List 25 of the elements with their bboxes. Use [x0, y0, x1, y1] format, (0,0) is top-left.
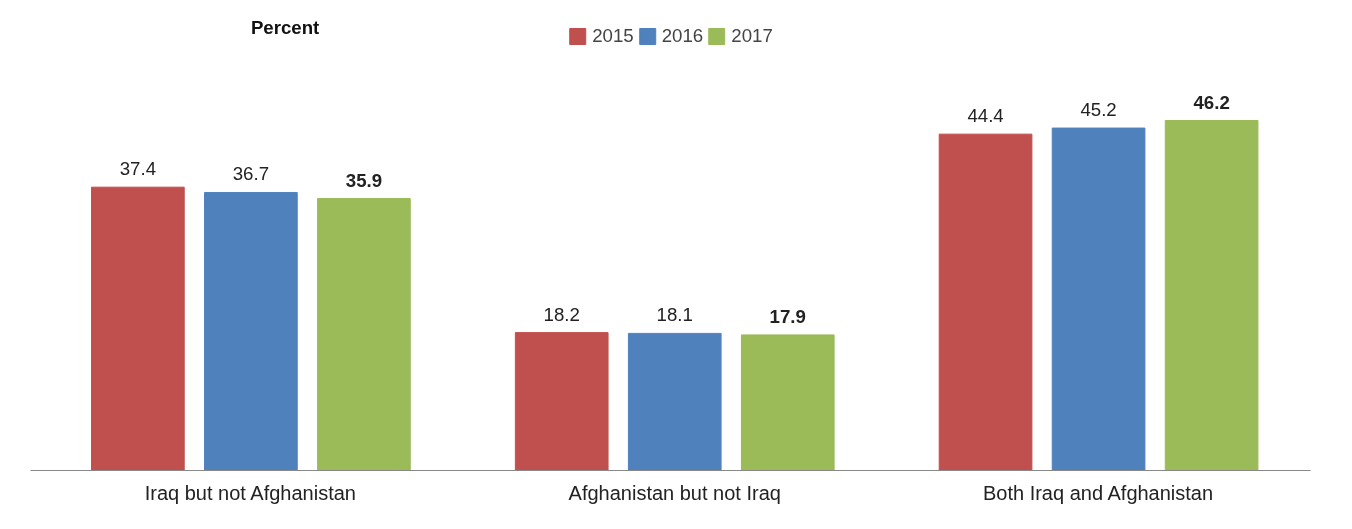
data-label: 36.7: [232, 163, 270, 185]
x-tick-label: Both Iraq and Afghanistan: [982, 481, 1214, 504]
data-label: 44.4: [967, 105, 1004, 127]
bar: [1051, 127, 1146, 471]
data-label: 35.9: [345, 169, 383, 191]
data-label: 18.1: [656, 304, 693, 326]
bar: [740, 334, 835, 471]
data-label: 37.4: [119, 158, 157, 180]
bar: [938, 133, 1033, 471]
legend-label: 2017: [731, 25, 773, 47]
data-label: 45.2: [1080, 99, 1117, 121]
text: Percent: [250, 16, 320, 38]
data-label: 46.2: [1193, 91, 1230, 113]
bar: [627, 332, 722, 471]
legend-label: 2015: [592, 25, 634, 47]
legend-label: 2016: [661, 25, 704, 47]
data-label: 17.9: [769, 305, 806, 327]
bar: [317, 198, 411, 471]
data-label: 18.2: [543, 303, 580, 325]
bar: [514, 332, 609, 471]
bar: [1164, 120, 1259, 471]
x-tick-label: Afghanistan but not Iraq: [568, 481, 781, 504]
x-tick-label: Iraq but not Afghanistan: [144, 481, 356, 504]
bar: [91, 186, 185, 471]
bar: [204, 191, 298, 471]
